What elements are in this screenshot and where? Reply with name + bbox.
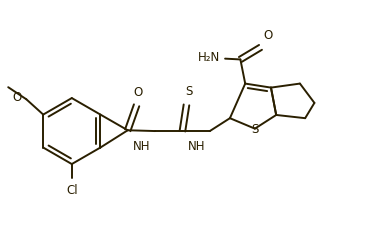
Text: NH: NH bbox=[133, 140, 150, 153]
Text: O: O bbox=[12, 91, 22, 104]
Text: O: O bbox=[264, 29, 273, 42]
Text: H₂N: H₂N bbox=[198, 51, 220, 64]
Text: O: O bbox=[134, 86, 143, 99]
Text: Cl: Cl bbox=[66, 184, 78, 197]
Text: NH: NH bbox=[187, 140, 205, 153]
Text: S: S bbox=[251, 123, 259, 136]
Text: S: S bbox=[185, 85, 192, 98]
